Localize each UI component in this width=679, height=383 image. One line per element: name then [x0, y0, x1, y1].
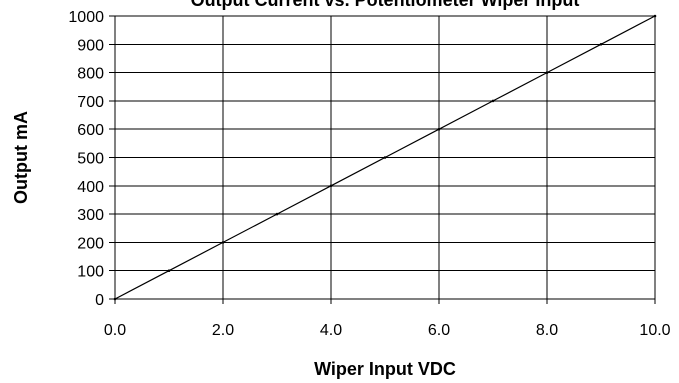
y-tick-label: 500	[77, 151, 104, 168]
x-tick-labels: 0.0 2.0 4.0 6.0 8.0 10.0	[104, 322, 671, 339]
data-point	[329, 184, 333, 188]
y-tick-labels: 0 100 200 300 400 500 600 700 800 900 1000	[68, 9, 104, 309]
data-point	[275, 212, 279, 216]
y-tick-label: 1000	[68, 9, 104, 26]
grid-lines	[109, 15, 656, 304]
y-tick-label: 300	[77, 207, 104, 224]
x-tick-label: 6.0	[428, 322, 450, 339]
x-tick-label: 0.0	[104, 322, 126, 339]
y-tick-label: 400	[77, 179, 104, 196]
y-tick-label: 800	[77, 66, 104, 83]
series-group	[113, 14, 657, 301]
x-axis-title: Wiper Input VDC	[314, 359, 456, 379]
y-tick-label: 700	[77, 94, 104, 111]
data-point	[437, 127, 441, 131]
y-tick-label: 600	[77, 122, 104, 139]
data-point	[653, 14, 657, 18]
data-point	[221, 241, 225, 244]
data-point	[167, 269, 171, 273]
y-tick-label: 100	[77, 264, 104, 281]
x-tick-label: 2.0	[212, 322, 234, 339]
x-tick-label: 10.0	[639, 322, 670, 339]
y-tick-label: 900	[77, 37, 104, 54]
y-tick-label: 200	[77, 235, 104, 252]
data-point	[383, 156, 387, 159]
data-point	[599, 43, 603, 46]
x-tick-label: 8.0	[536, 322, 558, 339]
data-point	[113, 297, 117, 301]
plot-area-frame	[114, 15, 656, 300]
data-point	[491, 99, 495, 103]
y-tick-label: 0	[95, 292, 104, 309]
data-point	[545, 71, 549, 74]
y-axis-title: Output mA	[11, 111, 31, 204]
chart-title: Output Current vs. Potentiometer Wiper I…	[191, 0, 580, 10]
x-tick-label: 4.0	[320, 322, 342, 339]
